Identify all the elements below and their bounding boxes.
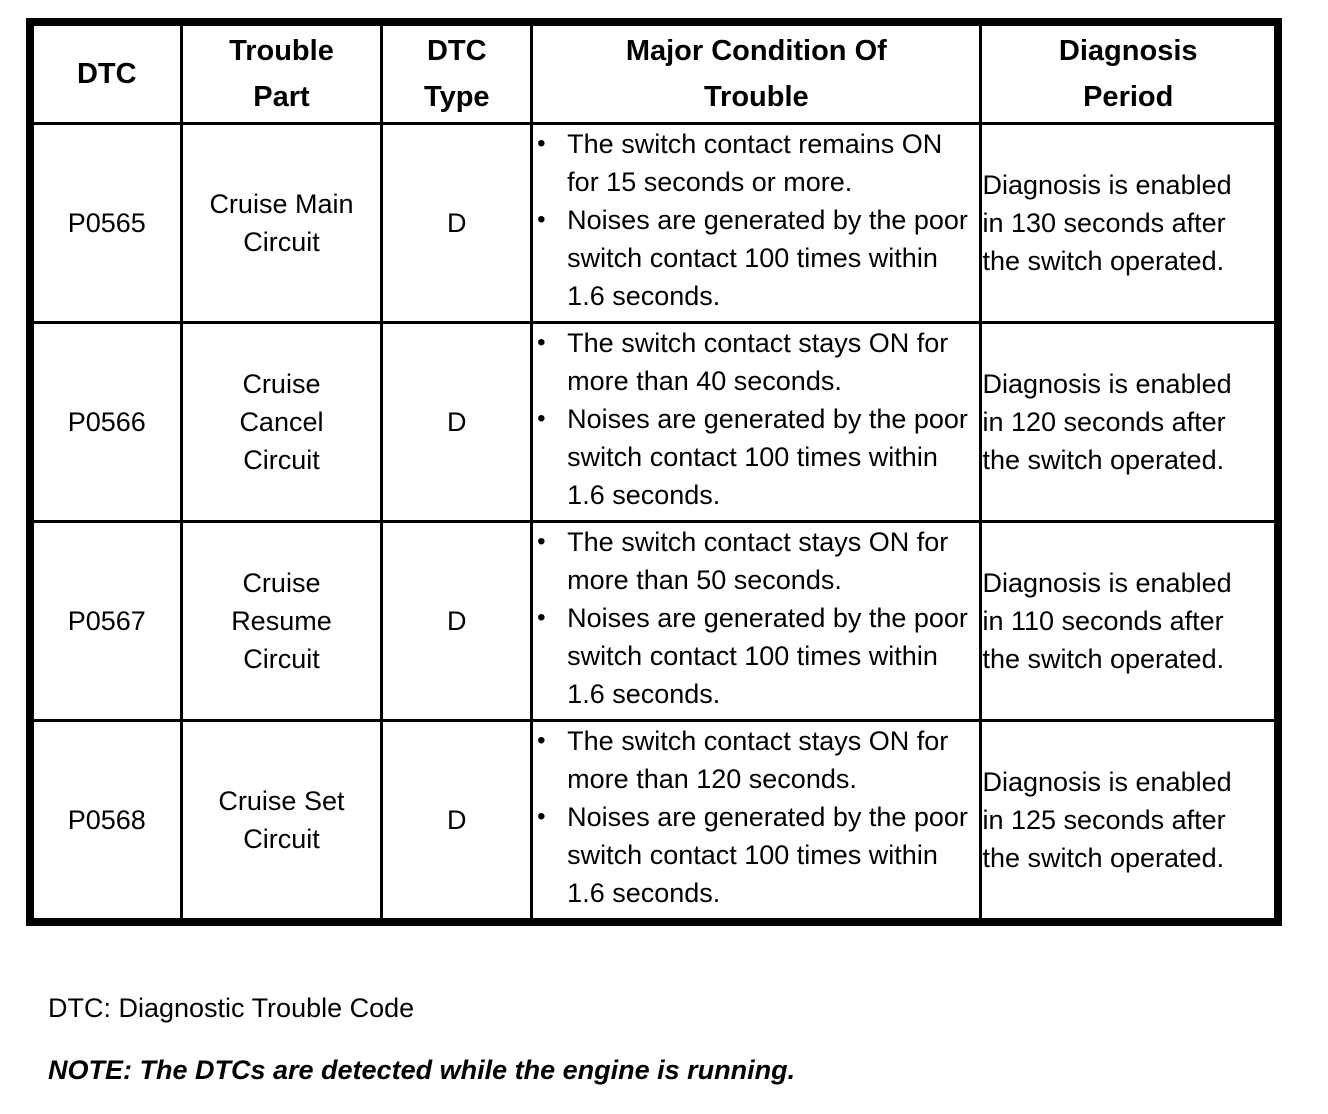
bullet-icon: • (537, 405, 546, 432)
table-row-p0567: P0567 Cruise Resume Circuit D • The swit… (28, 520, 1280, 722)
bullet-icon: • (537, 727, 546, 754)
diagnosis-period: Diagnosis is enabled in 130 seconds afte… (979, 122, 1280, 324)
dtc-code: P0565 (28, 122, 183, 324)
trouble-part: Cruise Main Circuit (179, 122, 384, 324)
dtc-code: P0568 (28, 719, 183, 924)
diagnosis-period: Diagnosis is enabled in 125 seconds afte… (979, 719, 1280, 924)
column-header-major-condition: Major Condition Of Trouble (530, 20, 983, 125)
column-header-trouble-part: Trouble Part (179, 20, 384, 125)
major-condition-cell: • The switch contact stays ON for more t… (530, 719, 983, 924)
column-header-dtc: DTC (28, 20, 183, 125)
major-condition-cell: • The switch contact stays ON for more t… (530, 321, 983, 523)
trouble-part: Cruise Cancel Circuit (179, 321, 384, 523)
condition-item: • The switch contact remains ON for 15 s… (535, 127, 978, 202)
condition-text: Noises are generated by the poor switch … (567, 603, 968, 709)
table-header: DTC Trouble Part DTC Type Major Conditio… (28, 20, 1280, 125)
bullet-icon: • (537, 604, 546, 631)
condition-text: The switch contact stays ON for more tha… (567, 527, 949, 595)
condition-text: The switch contact stays ON for more tha… (567, 328, 949, 396)
condition-text: The switch contact stays ON for more tha… (567, 726, 949, 794)
column-header-diagnosis-period: Diagnosis Period (979, 20, 1280, 125)
condition-text: Noises are generated by the poor switch … (567, 404, 968, 510)
column-header-dtc-type: DTC Type (380, 20, 534, 125)
diagnosis-period: Diagnosis is enabled in 120 seconds afte… (979, 321, 1280, 523)
condition-text: The switch contact remains ON for 15 sec… (567, 129, 943, 197)
dtc-type: D (380, 122, 534, 324)
dtc-code: P0567 (28, 520, 183, 722)
condition-item: • The switch contact stays ON for more t… (535, 525, 978, 600)
bullet-icon: • (537, 528, 546, 555)
major-condition-cell: • The switch contact stays ON for more t… (530, 520, 983, 722)
dtc-definition-footnote: DTC: Diagnostic Trouble Code (48, 993, 415, 1023)
engine-running-note: NOTE: The DTCs are detected while the en… (48, 1055, 796, 1085)
condition-text: Noises are generated by the poor switch … (567, 802, 968, 908)
trouble-part: Cruise Set Circuit (179, 719, 384, 924)
condition-item: • Noises are generated by the poor switc… (535, 201, 978, 315)
table-row-p0565: P0565 Cruise Main Circuit D • The switch… (28, 122, 1280, 324)
major-condition-cell: • The switch contact remains ON for 15 s… (530, 122, 983, 324)
dtc-type: D (380, 321, 534, 523)
condition-item: • Noises are generated by the poor switc… (535, 798, 978, 912)
dtc-type: D (380, 719, 534, 924)
condition-item: • The switch contact stays ON for more t… (535, 326, 978, 401)
header-row: DTC Trouble Part DTC Type Major Conditio… (28, 20, 1280, 125)
dtc-code: P0566 (28, 321, 183, 523)
table-row-p0566: P0566 Cruise Cancel Circuit D • The swit… (28, 321, 1280, 523)
bullet-icon: • (537, 803, 546, 830)
diagnosis-period: Diagnosis is enabled in 110 seconds afte… (979, 520, 1280, 722)
condition-item: • The switch contact stays ON for more t… (535, 723, 978, 798)
bullet-icon: • (537, 130, 546, 157)
dtc-type: D (380, 520, 534, 722)
condition-text: Noises are generated by the poor switch … (567, 205, 968, 311)
trouble-part: Cruise Resume Circuit (179, 520, 384, 722)
table-row-p0568: P0568 Cruise Set Circuit D • The switch … (28, 719, 1280, 924)
condition-item: • Noises are generated by the poor switc… (535, 400, 978, 514)
bullet-icon: • (537, 329, 546, 356)
dtc-table: DTC Trouble Part DTC Type Major Conditio… (26, 18, 1282, 926)
condition-item: • Noises are generated by the poor switc… (535, 599, 978, 713)
bullet-icon: • (537, 206, 546, 233)
table-body: P0565 Cruise Main Circuit D • The switch… (28, 122, 1280, 924)
